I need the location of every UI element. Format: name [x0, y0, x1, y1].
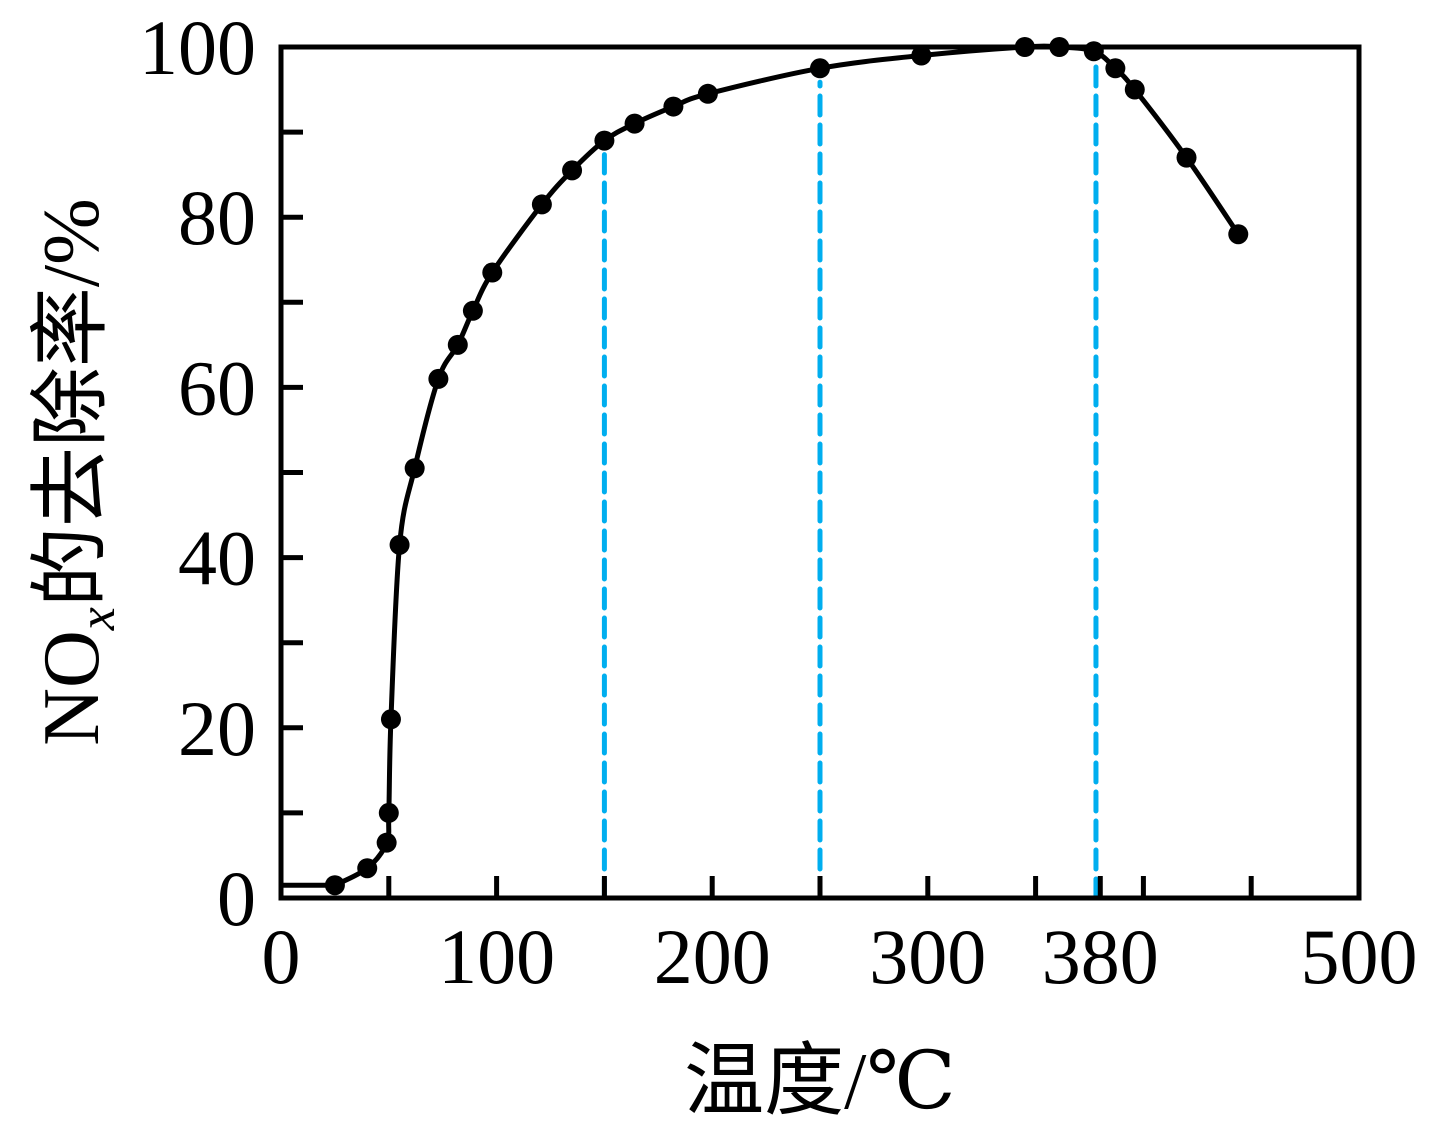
y-axis-title-prefix: NO — [28, 630, 116, 746]
data-point — [562, 160, 583, 181]
y-tick-label: 40 — [178, 515, 256, 602]
data-point — [1105, 58, 1126, 79]
data-point — [447, 334, 468, 355]
x-tick-label: 0 — [262, 913, 301, 1000]
data-point — [378, 802, 399, 823]
data-point — [357, 858, 378, 879]
x-tick-label: 500 — [1301, 913, 1418, 1000]
axis-ticks — [278, 44, 1362, 901]
data-point — [1083, 41, 1104, 62]
x-tick-label: 100 — [438, 913, 555, 1000]
y-axis-title-subscript: x — [69, 607, 126, 631]
data-point — [1176, 147, 1197, 168]
data-point — [1124, 79, 1145, 100]
reference-lines — [601, 64, 1099, 901]
x-tick-label: 200 — [654, 913, 771, 1000]
data-point — [1228, 224, 1249, 245]
x-tick-label: 300 — [869, 913, 986, 1000]
y-tick-label: 80 — [178, 174, 256, 261]
data-point — [911, 45, 932, 66]
data-point — [697, 83, 718, 104]
x-axis-title: 温度/℃ — [684, 1038, 956, 1126]
y-tick-label: 100 — [139, 4, 256, 91]
data-point — [663, 96, 684, 117]
y-tick-label: 20 — [178, 685, 256, 772]
y-tick-labels: 0 20 40 60 80 100 — [139, 4, 256, 942]
data-point — [531, 194, 552, 215]
data-points — [324, 37, 1249, 896]
data-point — [380, 709, 401, 730]
data-point — [324, 875, 345, 896]
data-point — [624, 113, 645, 134]
x-tick-labels: 0 100 200 300 380 500 — [262, 913, 1418, 1000]
data-point — [594, 130, 615, 151]
data-point — [810, 58, 830, 79]
data-point — [428, 368, 449, 389]
data-point — [376, 832, 397, 853]
series-line — [333, 43, 1241, 888]
data-point — [482, 262, 503, 283]
data-point — [404, 458, 425, 479]
data-point — [462, 300, 483, 321]
data-point — [389, 534, 410, 555]
y-tick-label: 0 — [217, 855, 256, 942]
x-tick-label: 380 — [1042, 913, 1159, 1000]
y-axis-title-suffix: 的去除率/% — [28, 198, 116, 607]
y-axis-title: NOx的去除率/% — [28, 198, 126, 746]
y-tick-label: 60 — [178, 344, 256, 431]
